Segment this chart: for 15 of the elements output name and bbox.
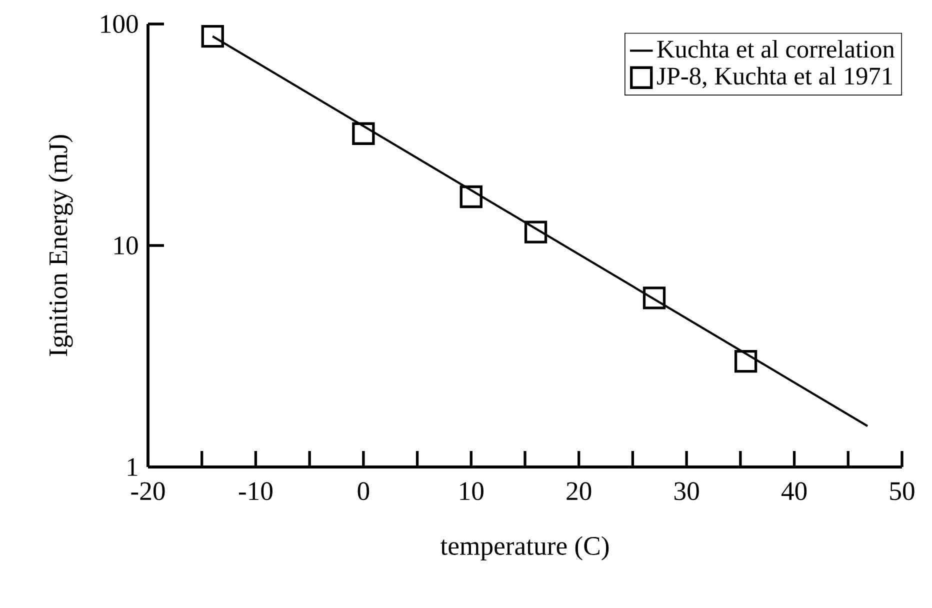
x-axis-title: temperature (C): [440, 536, 609, 560]
x-tick-label: 50: [890, 482, 914, 500]
x-tick-label: -10: [238, 482, 272, 500]
legend-label: JP-8, Kuchta et al 1971: [657, 66, 892, 88]
y-axis-title: Ignition Energy (mJ): [48, 135, 73, 356]
x-tick-label: 10: [460, 482, 484, 500]
y-tick-label: 1: [128, 458, 138, 476]
y-tick-label: 10: [114, 236, 138, 254]
x-tick-label: 20: [566, 482, 592, 500]
x-tick-label: 30: [674, 482, 699, 500]
x-tick-label: 40: [781, 482, 807, 500]
x-tick-label: 0: [358, 482, 370, 500]
legend-label: Kuchta et al correlation: [657, 40, 895, 58]
y-tick-label: 100: [101, 15, 138, 33]
x-tick-label: -20: [131, 482, 165, 500]
